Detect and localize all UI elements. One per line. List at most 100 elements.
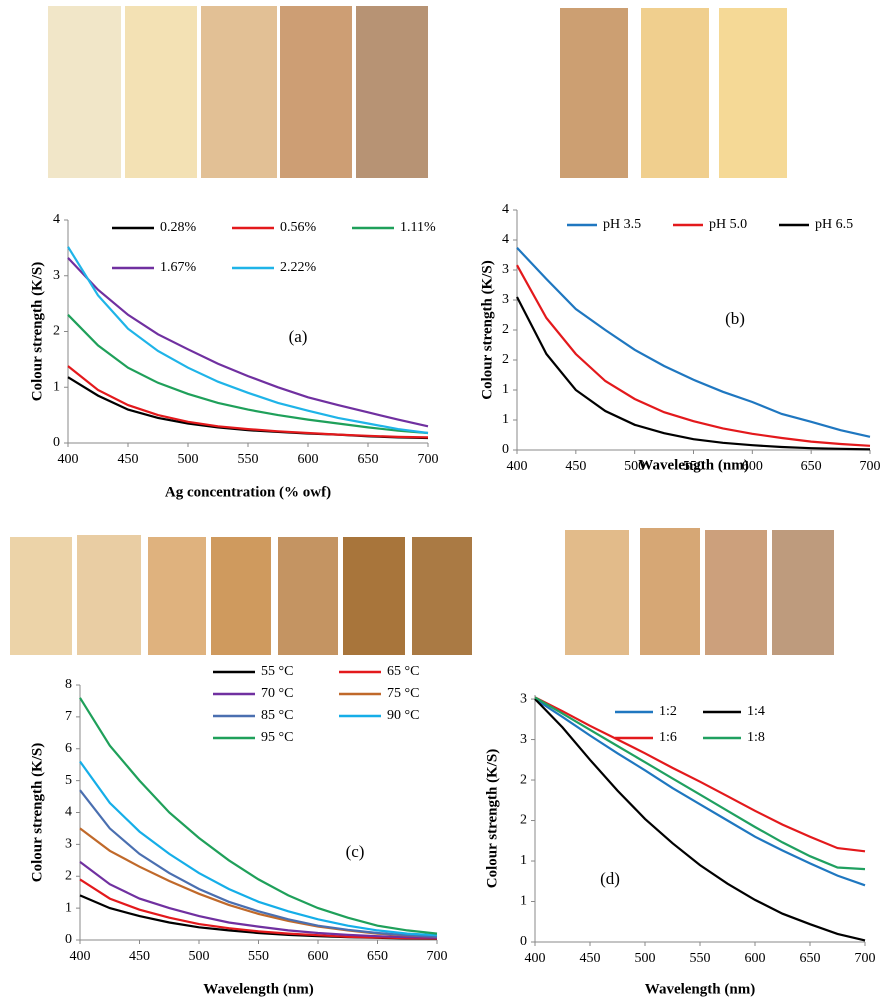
swatch [356, 6, 428, 178]
legend-label: 65 °C [387, 664, 419, 679]
x-axis-label: Ag concentration (% owf) [165, 484, 331, 500]
swatches-c [10, 535, 472, 655]
y-tick-label: 2 [53, 324, 60, 339]
x-tick-label: 450 [580, 951, 601, 966]
y-tick-label: 0 [520, 934, 527, 949]
x-tick-label: 400 [525, 951, 546, 966]
swatch [10, 537, 72, 655]
x-axis-label: Wavelength (nm) [203, 981, 313, 997]
y-axis-label: Colour strength (K/S) [29, 262, 45, 401]
swatch [148, 537, 206, 655]
legend-label: 1:2 [659, 704, 677, 719]
annotation: (b) [725, 309, 745, 328]
y-tick-label: 3 [520, 732, 527, 747]
y-axis-label: Colour strength (K/S) [479, 260, 495, 399]
swatch [201, 6, 277, 178]
swatch [719, 8, 787, 178]
swatch [641, 8, 709, 178]
swatch [48, 6, 121, 178]
y-tick-label: 4 [502, 232, 509, 247]
x-tick-label: 700 [427, 949, 448, 964]
series-line [67, 246, 429, 435]
legend-label: 70 °C [261, 686, 293, 701]
x-axis-label: Wavelength (nm) [638, 457, 748, 473]
legend-label: 95 °C [261, 730, 293, 745]
y-tick-label: 5 [65, 773, 72, 788]
series-line [79, 697, 438, 935]
x-tick-label: 600 [308, 949, 329, 964]
y-tick-label: 4 [65, 805, 72, 820]
annotation: (d) [600, 869, 620, 888]
legend-label: pH 6.5 [815, 217, 853, 232]
legend-label: 1:6 [659, 730, 677, 745]
y-tick-label: 0 [53, 435, 60, 450]
y-tick-label: 0 [65, 932, 72, 947]
series-line [79, 878, 438, 940]
y-tick-label: 2 [502, 322, 509, 337]
y-tick-label: 2 [520, 813, 527, 828]
y-tick-label: 2 [502, 352, 509, 367]
swatch [211, 537, 271, 655]
x-tick-label: 550 [248, 949, 269, 964]
y-tick-label: 1 [65, 900, 72, 915]
series-line [67, 314, 429, 435]
annotation: (c) [346, 842, 365, 861]
y-axis-label: Colour strength (K/S) [29, 743, 45, 882]
y-tick-label: 2 [65, 868, 72, 883]
swatch [640, 528, 700, 655]
legend-label: 1.11% [400, 220, 436, 235]
y-tick-label: 1 [502, 412, 509, 427]
x-tick-label: 650 [800, 951, 821, 966]
swatches-d [565, 528, 834, 655]
swatches-b [560, 8, 787, 178]
series-line [79, 827, 438, 938]
series-line [534, 698, 866, 942]
x-tick-label: 600 [742, 459, 763, 474]
x-tick-label: 400 [70, 949, 91, 964]
chart: 0 1 1 2 2 3 3 400 450 500 550 600 650 700 Wavelength (… [484, 691, 875, 997]
x-tick-label: 500 [189, 949, 210, 964]
swatch [565, 530, 629, 655]
y-tick-label: 0 [502, 442, 509, 457]
x-tick-label: 550 [690, 951, 711, 966]
y-tick-label: 6 [65, 741, 72, 756]
chart: 0 1 1 2 2 3 3 4 4 400 450 500 550 600 650 700 Wavelength… [479, 202, 880, 474]
y-tick-label: 4 [502, 202, 509, 217]
swatch [560, 8, 628, 178]
x-tick-label: 600 [745, 951, 766, 966]
y-tick-label: 7 [65, 709, 72, 724]
series-line [79, 861, 438, 939]
x-tick-label: 400 [507, 459, 528, 474]
legend-label: 1.67% [160, 260, 197, 275]
legend-label: pH 5.0 [709, 217, 747, 232]
x-tick-label: 400 [58, 452, 79, 467]
swatch [278, 537, 338, 655]
legend-label: 75 °C [387, 686, 419, 701]
x-tick-label: 700 [860, 459, 881, 474]
y-tick-label: 3 [65, 837, 72, 852]
swatch [412, 537, 472, 655]
legend-label: 0.56% [280, 220, 317, 235]
x-tick-label: 650 [367, 949, 388, 964]
series-line [516, 296, 871, 451]
legend-label: 85 °C [261, 708, 293, 723]
swatches-a [48, 6, 428, 178]
x-tick-label: 450 [565, 459, 586, 474]
x-tick-label: 550 [683, 459, 704, 474]
series-line [67, 365, 429, 439]
swatch [280, 6, 352, 178]
series-line [79, 760, 438, 937]
chart: 0 1 2 3 4 5 6 7 8 400 450 500 550 600 650 700 Wavelength… [29, 664, 447, 997]
swatch [772, 530, 834, 655]
x-tick-label: 450 [129, 949, 150, 964]
legend-label: 1:8 [747, 730, 765, 745]
chart: 0 1 2 3 4 400 450 500 550 600 650 700 Ag concentrati… [29, 212, 438, 500]
legend-label: 1:4 [747, 704, 765, 719]
x-tick-label: 500 [635, 951, 656, 966]
legend-label: pH 3.5 [603, 217, 641, 232]
y-tick-label: 3 [520, 691, 527, 706]
x-tick-label: 500 [178, 452, 199, 467]
swatch [343, 537, 405, 655]
x-tick-label: 550 [238, 452, 259, 467]
